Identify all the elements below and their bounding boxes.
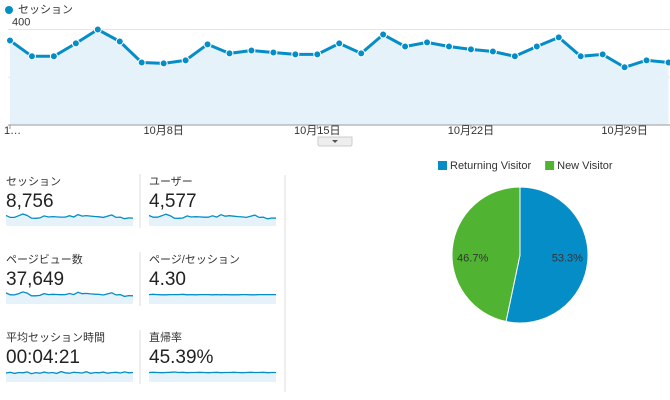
point — [313, 50, 322, 59]
sparkline — [148, 213, 277, 220]
pie-slice — [505, 186, 589, 324]
point — [510, 52, 519, 61]
point — [488, 47, 497, 56]
sparkline-area — [149, 294, 276, 304]
point — [137, 58, 146, 67]
sparkline — [5, 370, 134, 375]
collapse-arrow — [332, 140, 338, 143]
legend-label: Returning Visitor — [450, 160, 531, 172]
x-tick-label: 1… — [4, 125, 21, 137]
y-tick-label: 400 — [12, 16, 30, 28]
point — [554, 33, 563, 42]
x-tick-label: 10月29日 — [601, 125, 647, 137]
metric-value: 8,756 — [6, 191, 54, 212]
metric-label: セッション — [6, 175, 61, 188]
metric-value: 00:04:21 — [6, 347, 80, 368]
legend-swatch — [438, 161, 447, 170]
metric-value: 4,577 — [149, 191, 197, 212]
point — [664, 58, 670, 67]
metric-label: 直帰率 — [149, 330, 182, 344]
sparkline-area — [6, 371, 133, 382]
point — [576, 52, 585, 61]
point — [71, 39, 80, 48]
metric-value: 4.30 — [149, 269, 186, 290]
point — [357, 49, 366, 58]
point — [27, 52, 36, 61]
point — [115, 37, 124, 46]
point — [247, 46, 256, 55]
metric-label: ページビュー数 — [6, 253, 83, 266]
point — [532, 42, 541, 51]
sparkline — [148, 371, 276, 374]
point — [203, 40, 212, 49]
point — [598, 50, 607, 59]
area — [10, 29, 669, 125]
legend-swatch — [545, 161, 555, 170]
point — [291, 50, 300, 59]
sparkline — [5, 291, 134, 298]
sparkline-area — [149, 372, 276, 382]
sparkline-area — [6, 214, 133, 226]
sparkline — [5, 213, 134, 220]
point — [181, 56, 190, 65]
metric-value: 37,649 — [6, 269, 64, 290]
slice-label: 46.7% — [457, 252, 488, 264]
point — [159, 59, 168, 68]
point — [6, 36, 14, 45]
legend-label: New Visitor — [557, 160, 613, 172]
x-tick-label: 10月8日 — [143, 125, 183, 137]
point — [445, 42, 453, 51]
point — [642, 56, 651, 65]
point — [379, 30, 388, 39]
pie-slice — [451, 186, 521, 323]
point — [423, 38, 432, 47]
metric-label: 平均セッション時間 — [6, 331, 105, 344]
metric-value: 45.39% — [149, 347, 214, 368]
point — [93, 25, 102, 34]
x-tick-label: 10月15日 — [294, 125, 340, 137]
sparkline — [148, 293, 276, 296]
point — [335, 39, 344, 48]
point — [225, 49, 234, 58]
legend-dot — [5, 6, 13, 14]
metric-label: ユーザー — [149, 175, 193, 188]
point — [466, 45, 475, 54]
slice-label: 53.3% — [552, 252, 583, 264]
x-tick-label: 10月22日 — [448, 125, 494, 137]
legend-label: セッション — [18, 3, 73, 16]
metric-label: ページ/セッション — [149, 253, 240, 266]
point — [401, 42, 410, 51]
point — [49, 52, 58, 61]
point — [620, 63, 629, 72]
point — [269, 48, 278, 57]
